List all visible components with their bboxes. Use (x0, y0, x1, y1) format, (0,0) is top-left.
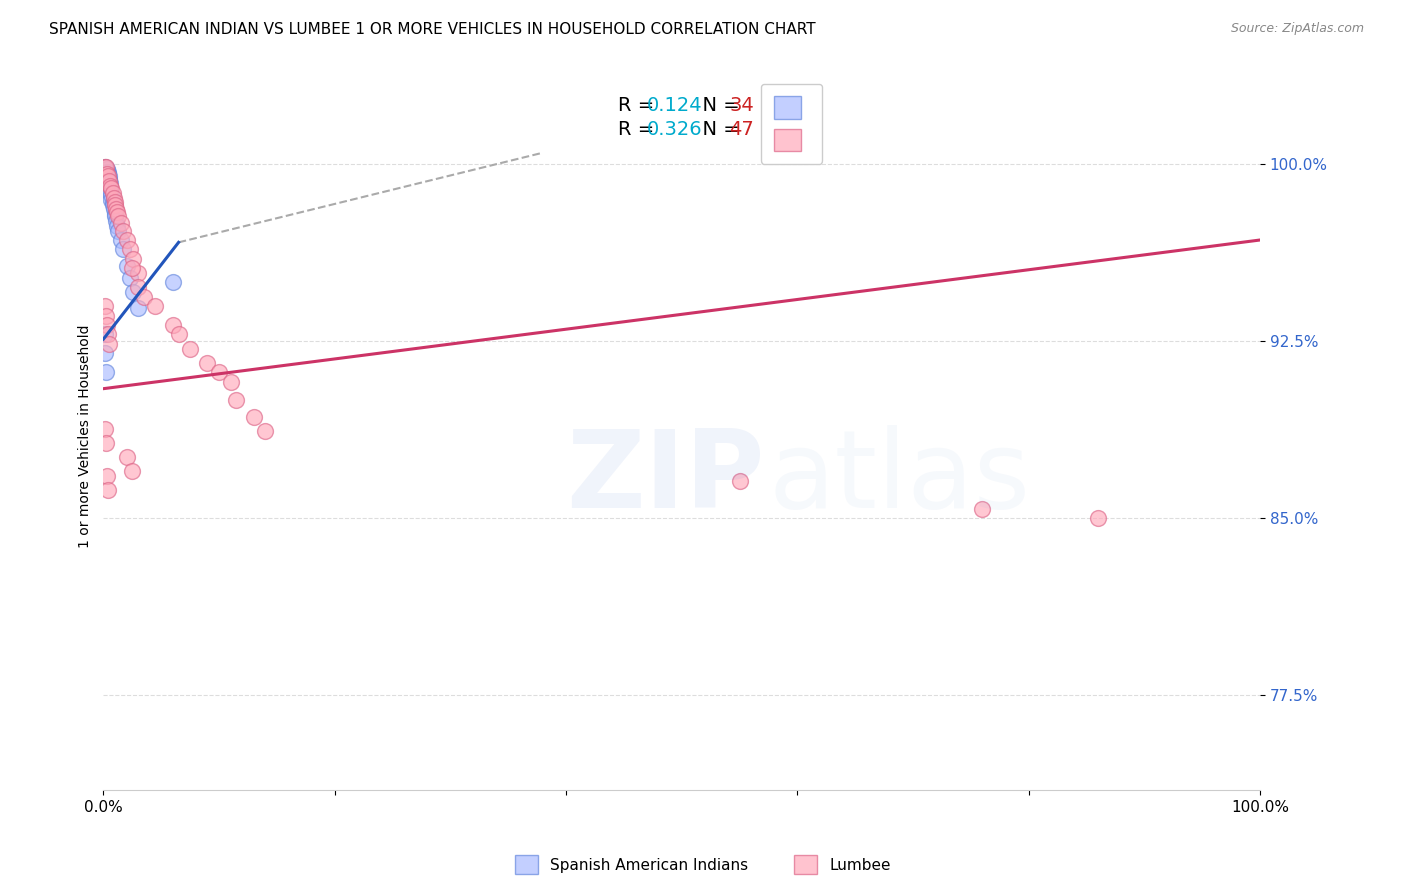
Point (104, 195, 127, 210)
Text: 0.326: 0.326 (647, 120, 703, 139)
Point (104, 207, 127, 221)
Point (112, 223, 135, 237)
Point (96, 162, 118, 177)
Point (96, 167, 118, 181)
Point (105, 204, 128, 219)
Point (100, 188, 122, 202)
Point (115, 233, 138, 247)
Point (94, 436, 117, 450)
Point (208, 365, 231, 379)
Point (93, 160, 115, 174)
Point (110, 217, 132, 231)
Legend: Spanish American Indians, Lumbee: Spanish American Indians, Lumbee (509, 849, 897, 880)
Point (162, 318, 184, 332)
Text: 34: 34 (730, 96, 754, 115)
Point (103, 202, 125, 217)
Text: atlas: atlas (769, 425, 1031, 532)
Point (94, 309, 117, 323)
Point (121, 464, 143, 478)
Point (93, 164, 115, 178)
Point (728, 474, 751, 488)
Text: Source: ZipAtlas.com: Source: ZipAtlas.com (1230, 22, 1364, 36)
Text: 47: 47 (730, 120, 754, 139)
Point (179, 342, 201, 356)
Point (225, 393, 247, 408)
Point (93, 299, 115, 313)
Point (98, 171, 121, 186)
Point (98, 181, 121, 195)
Point (96, 167, 118, 181)
Y-axis label: 1 or more Vehicles in Household: 1 or more Vehicles in Household (79, 324, 93, 548)
Point (167, 327, 190, 342)
Point (972, 502, 994, 516)
Point (97, 169, 120, 184)
Point (94, 160, 117, 174)
Point (93, 346, 115, 360)
Point (242, 409, 264, 424)
Point (1087, 511, 1109, 525)
Point (98, 177, 121, 191)
Point (101, 186, 124, 200)
Point (121, 261, 143, 276)
Legend: , : , (761, 84, 823, 164)
Point (94, 365, 117, 379)
Point (101, 195, 124, 210)
Point (162, 276, 184, 290)
Text: 0.124: 0.124 (647, 96, 703, 115)
Text: ZIP: ZIP (567, 425, 765, 532)
Point (97, 327, 120, 342)
Point (100, 181, 122, 195)
Point (197, 356, 219, 370)
Point (127, 266, 149, 280)
Point (107, 223, 129, 237)
Point (127, 280, 149, 294)
Point (122, 252, 145, 266)
Point (105, 219, 128, 233)
Point (98, 169, 121, 184)
Text: R =: R = (619, 120, 661, 139)
Point (127, 301, 149, 316)
Point (115, 259, 138, 273)
Point (112, 243, 135, 257)
Point (145, 299, 167, 313)
Point (98, 174, 121, 188)
Point (93, 160, 115, 174)
Point (115, 450, 138, 464)
Point (105, 214, 128, 228)
Point (254, 424, 277, 438)
Point (104, 197, 127, 211)
Point (110, 233, 132, 247)
Point (93, 422, 115, 436)
Point (98, 184, 121, 198)
Text: SPANISH AMERICAN INDIAN VS LUMBEE 1 OR MORE VEHICLES IN HOUSEHOLD CORRELATION CH: SPANISH AMERICAN INDIAN VS LUMBEE 1 OR M… (49, 22, 815, 37)
Point (105, 202, 128, 217)
Point (97, 164, 120, 178)
Point (107, 210, 129, 224)
Point (132, 290, 155, 304)
Point (118, 270, 141, 285)
Point (98, 174, 121, 188)
Point (94, 164, 117, 178)
Point (97, 483, 120, 497)
Point (97, 167, 120, 181)
Point (103, 190, 125, 204)
Point (118, 243, 141, 257)
Point (104, 210, 127, 224)
Point (122, 285, 145, 299)
Point (219, 375, 242, 389)
Point (96, 318, 118, 332)
Point (98, 186, 121, 200)
Text: R =: R = (619, 96, 661, 115)
Point (96, 469, 118, 483)
Text: N =: N = (690, 120, 745, 139)
Point (98, 178, 121, 193)
Point (93, 327, 115, 342)
Text: N =: N = (690, 96, 745, 115)
Point (98, 336, 121, 351)
Point (101, 197, 124, 211)
Point (100, 193, 122, 207)
